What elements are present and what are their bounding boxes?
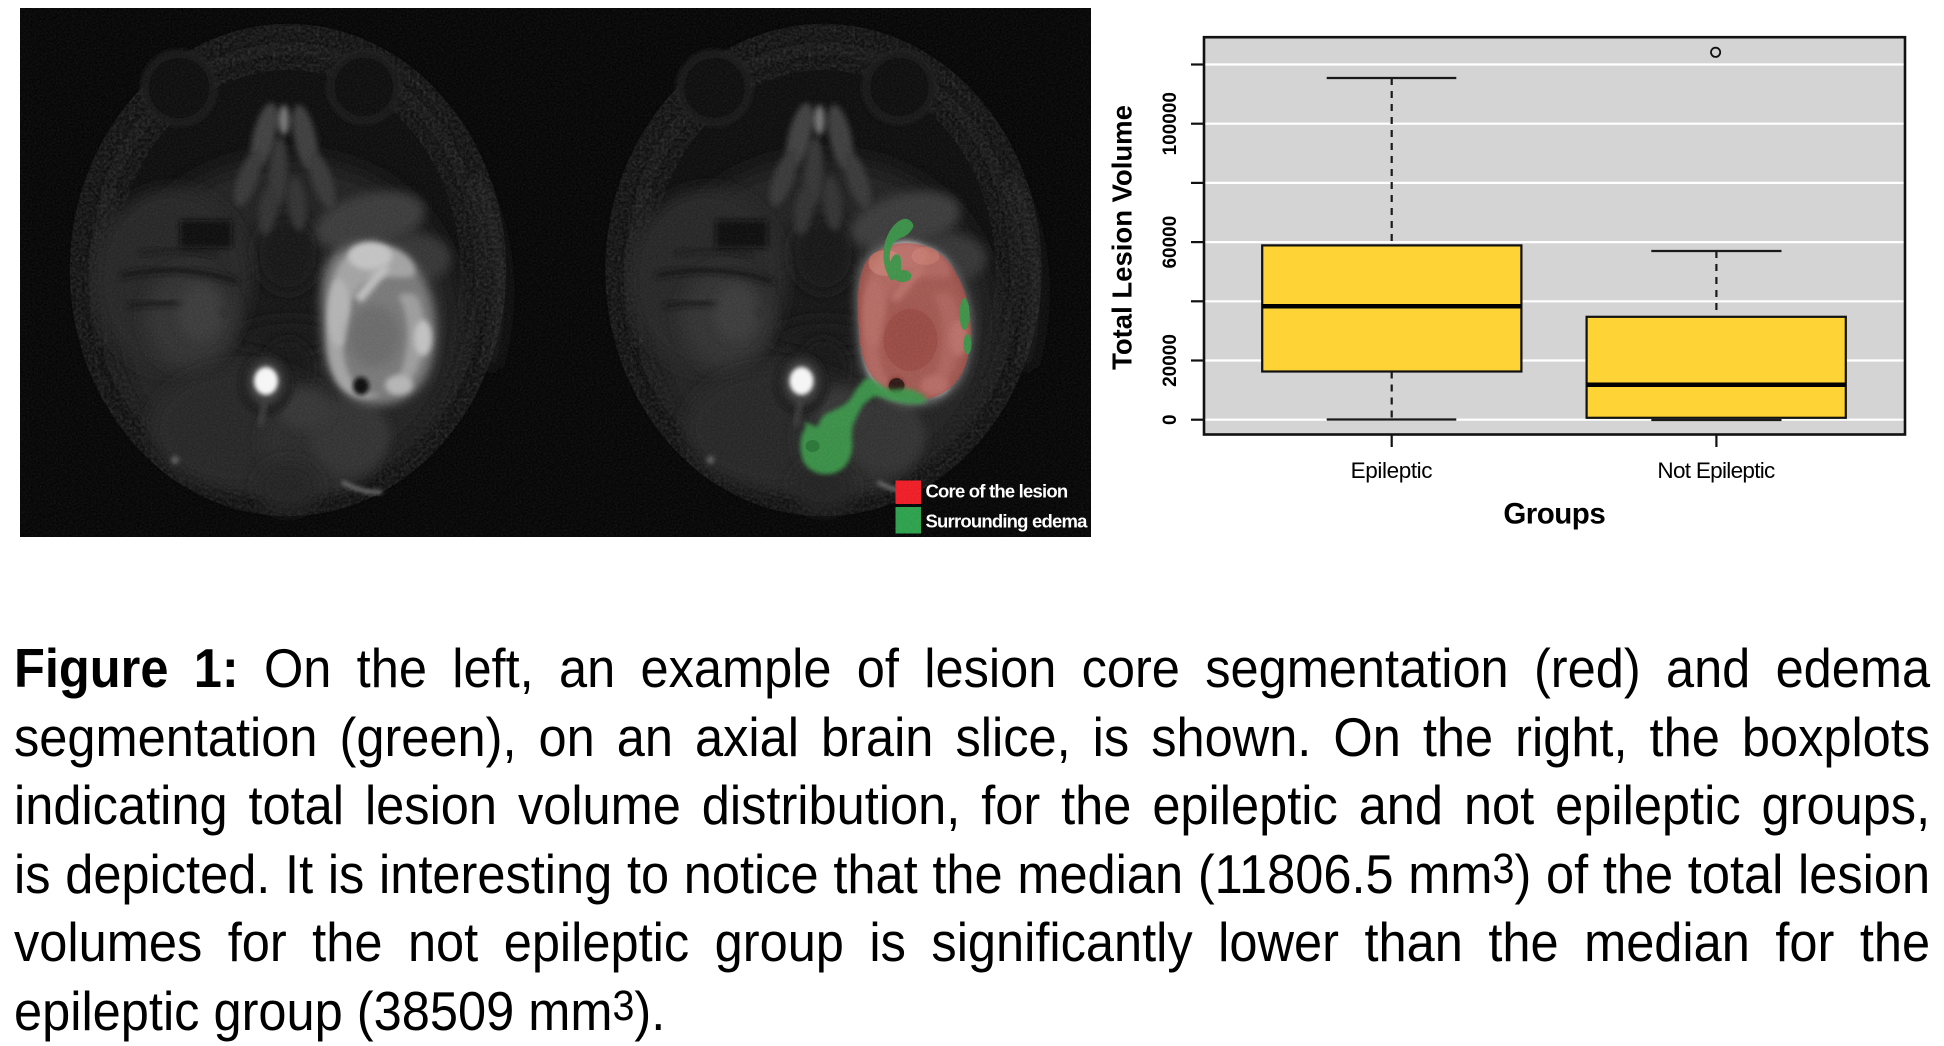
svg-text:0: 0 (1160, 414, 1181, 425)
svg-text:Total Lesion Volume: Total Lesion Volume (1107, 105, 1138, 370)
svg-text:Not Epileptic: Not Epileptic (1657, 458, 1775, 483)
svg-text:100000: 100000 (1160, 92, 1181, 155)
svg-text:60000: 60000 (1160, 216, 1181, 269)
svg-text:20000: 20000 (1160, 334, 1181, 387)
svg-text:Epileptic: Epileptic (1351, 458, 1433, 483)
svg-text:Groups: Groups (1503, 498, 1605, 531)
